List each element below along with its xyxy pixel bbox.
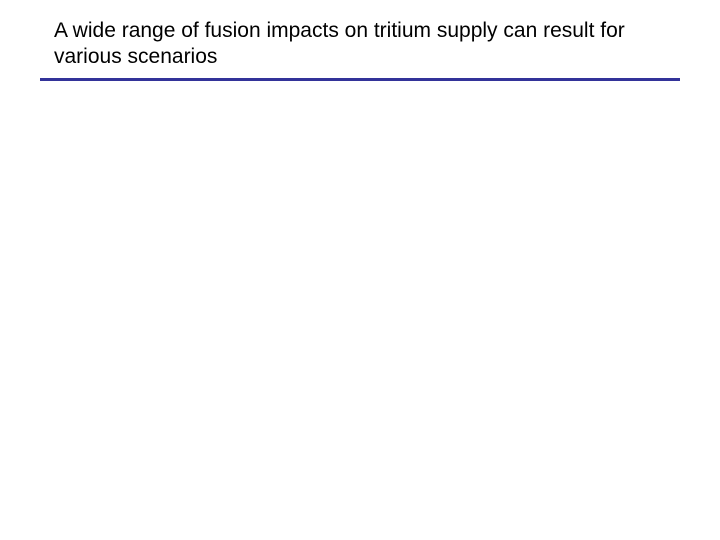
slide-title-block: A wide range of fusion impacts on tritiu… <box>54 18 666 71</box>
slide-title: A wide range of fusion impacts on tritiu… <box>54 18 666 71</box>
title-divider <box>40 78 680 81</box>
